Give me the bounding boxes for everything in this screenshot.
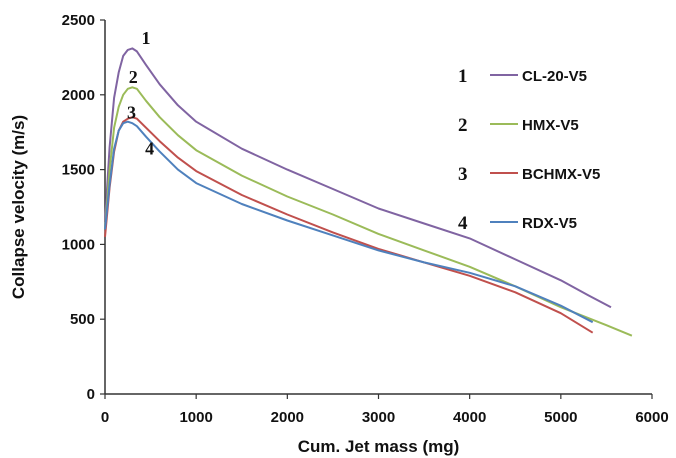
legend-label-1: CL-20-V5 xyxy=(522,68,587,85)
curve-label-3: 3 xyxy=(127,103,136,123)
y-tick-label: 2500 xyxy=(62,12,95,29)
x-tick-label: 5000 xyxy=(544,409,577,426)
curve-label-4: 4 xyxy=(145,139,154,159)
y-axis-label: Collapse velocity (m/s) xyxy=(9,115,28,299)
legend-number-2: 2 xyxy=(458,115,468,136)
legend-label-2: HMX-V5 xyxy=(522,117,579,134)
series-line-3 xyxy=(104,116,594,334)
series-line-1 xyxy=(104,47,612,309)
legend-number-4: 4 xyxy=(458,213,468,234)
x-ticks: 0 1000 2000 3000 4000 5000 6000 xyxy=(101,394,669,426)
x-tick-label: 1000 xyxy=(179,409,212,426)
curve-label-1: 1 xyxy=(142,28,151,48)
legend-label-4: RDX-V5 xyxy=(522,215,577,232)
y-tick-label: 1000 xyxy=(62,236,95,253)
y-ticks: 0 500 1000 1500 2000 2500 xyxy=(62,12,105,403)
series-line-2 xyxy=(104,86,633,337)
series-line-4 xyxy=(104,120,594,324)
x-tick-label: 4000 xyxy=(453,409,486,426)
y-tick-label: 1500 xyxy=(62,162,95,179)
legend-label-3: BCHMX-V5 xyxy=(522,166,600,183)
curve-labels: 12 34 xyxy=(127,28,154,159)
legend-number-1: 1 xyxy=(458,66,468,87)
x-tick-label: 6000 xyxy=(635,409,668,426)
x-tick-label: 2000 xyxy=(271,409,304,426)
curve-label-2: 2 xyxy=(129,67,138,87)
y-tick-label: 500 xyxy=(70,311,95,328)
y-tick-label: 2000 xyxy=(62,87,95,104)
x-axis-label: Cum. Jet mass (mg) xyxy=(298,437,460,456)
x-tick-label: 0 xyxy=(101,409,109,426)
y-tick-label: 0 xyxy=(87,386,95,403)
x-tick-label: 3000 xyxy=(362,409,395,426)
legend: 1 CL-20-V5 2 HMX-V5 3 BCHMX-V5 4 RDX-V5 xyxy=(458,66,600,234)
series-lines xyxy=(104,47,633,337)
legend-number-3: 3 xyxy=(458,164,468,185)
